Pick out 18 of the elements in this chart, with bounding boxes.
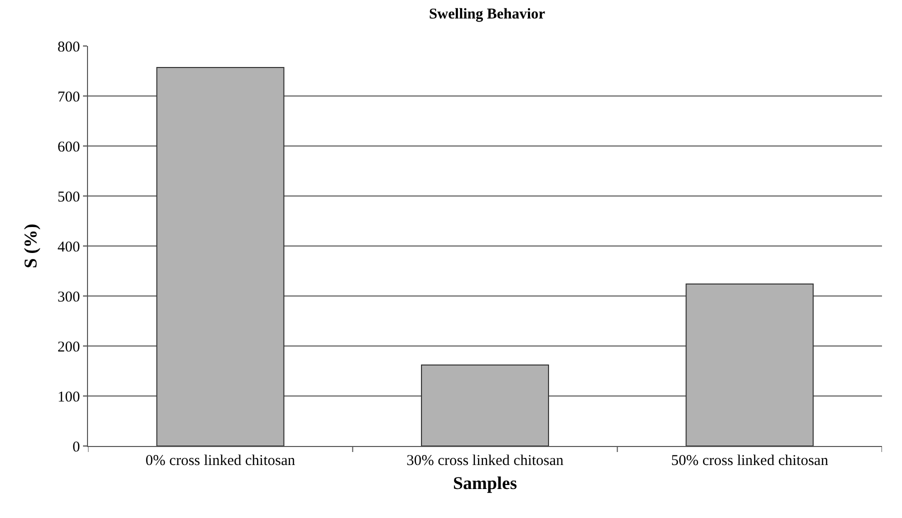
y-tick-label: 200: [58, 339, 80, 356]
x-tick-label: 50% cross linked chitosan: [671, 453, 829, 469]
y-axis-title: S (%): [20, 224, 41, 268]
y-tick-label: 400: [58, 239, 80, 256]
x-tick-label: 0% cross linked chitosan: [146, 453, 296, 469]
y-tick-label: 0: [72, 439, 80, 456]
y-tick-label: 700: [58, 89, 80, 106]
y-tick-label: 600: [58, 139, 80, 156]
bar: [156, 67, 284, 446]
y-tick-label: 800: [58, 39, 80, 56]
bar: [686, 284, 814, 446]
y-tick-label: 100: [58, 389, 80, 406]
chart-title: Swelling Behavior: [428, 6, 546, 22]
y-tick-label: 500: [58, 189, 80, 206]
x-tick-label: 30% cross linked chitosan: [406, 453, 564, 469]
x-axis-title: Samples: [452, 473, 518, 494]
bar: [420, 364, 550, 446]
y-tick-label: 300: [58, 289, 80, 306]
